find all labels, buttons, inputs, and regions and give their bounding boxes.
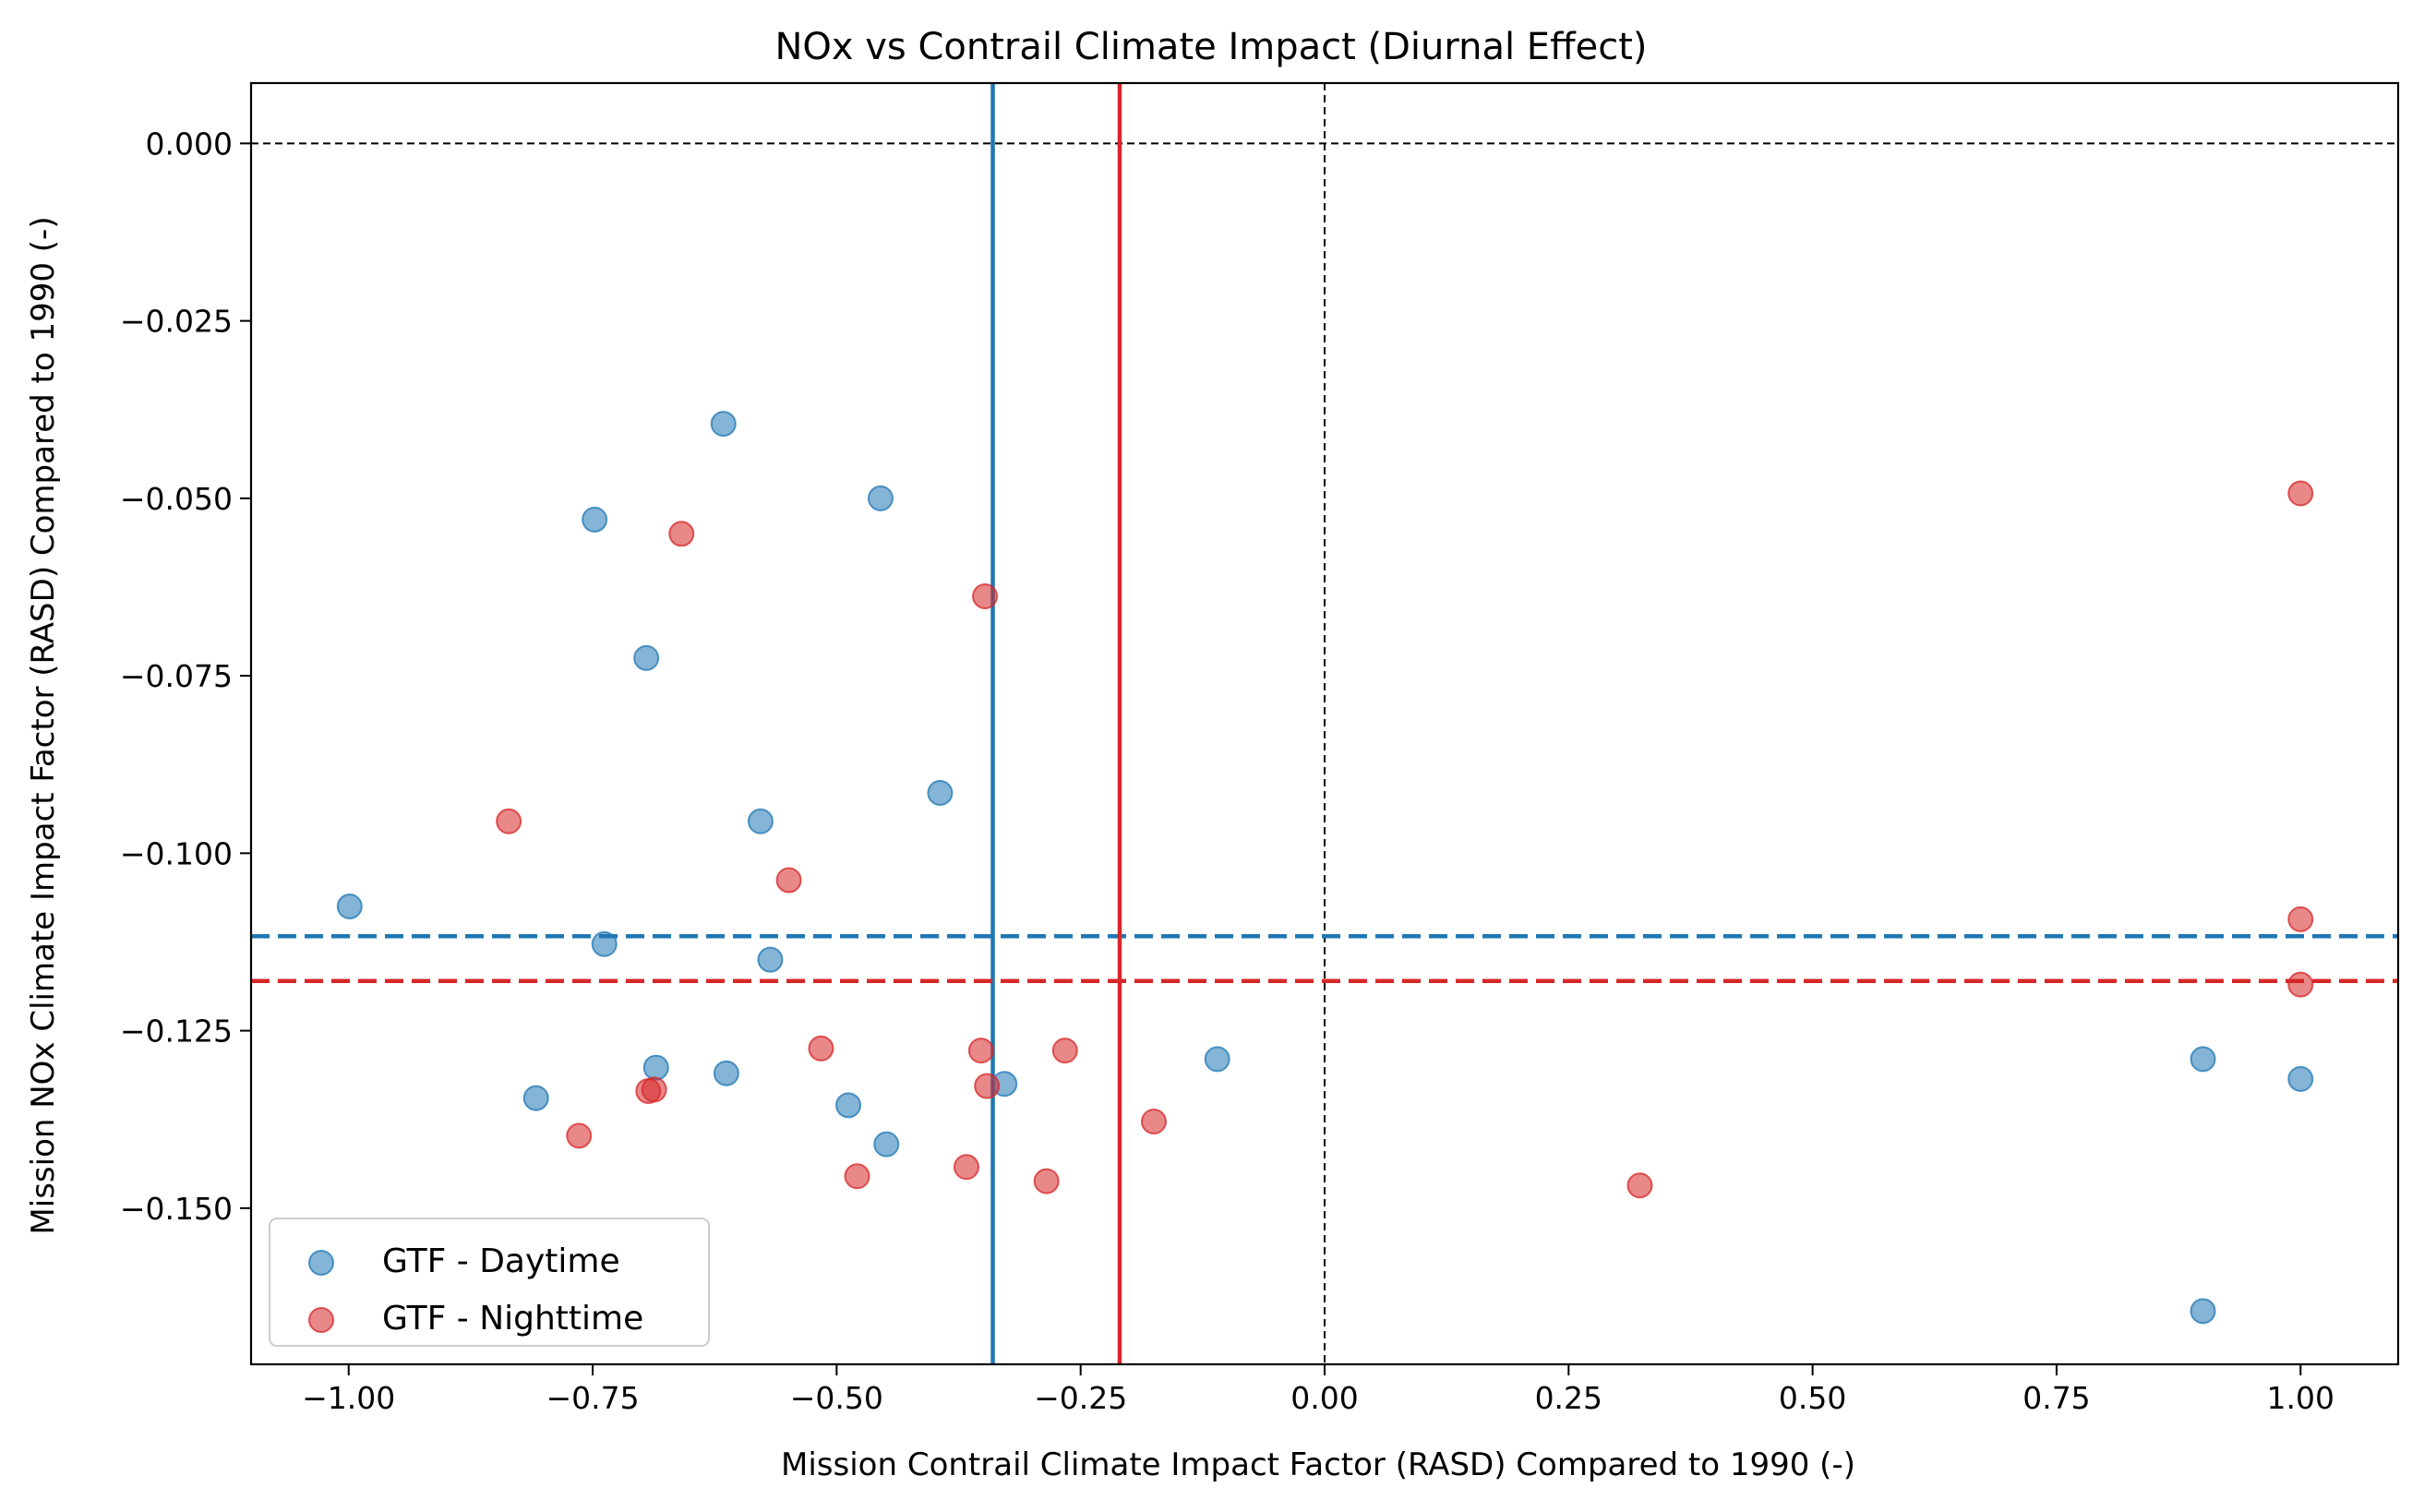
data-point bbox=[336, 894, 363, 920]
data-point bbox=[757, 946, 784, 973]
data-point bbox=[2287, 1065, 2314, 1092]
data-point bbox=[1033, 1168, 1060, 1194]
y-tick-label: −0.075 bbox=[120, 658, 233, 694]
x-tick-label: 0.00 bbox=[1290, 1380, 1358, 1416]
x-tick-label: 0.50 bbox=[1779, 1380, 1846, 1416]
data-point bbox=[566, 1122, 593, 1149]
legend-box bbox=[269, 1218, 710, 1347]
data-point bbox=[972, 582, 999, 609]
legend-label: GTF - Nighttime bbox=[382, 1300, 643, 1338]
data-point bbox=[873, 1131, 900, 1158]
x-axis-ticks: −1.00 −0.75 −0.50 −0.25 0.00 0.25 0.50 0.75 1.00 bbox=[302, 1364, 2334, 1416]
x-tick-label: 0.25 bbox=[1535, 1380, 1602, 1416]
x-axis-label: Mission Contrail Climate Impact Factor (… bbox=[781, 1446, 1855, 1483]
data-point bbox=[633, 644, 660, 671]
data-point bbox=[808, 1035, 834, 1062]
data-point bbox=[2287, 971, 2314, 998]
x-tick-label: −0.25 bbox=[1034, 1380, 1127, 1416]
reference-lines bbox=[251, 83, 2398, 1364]
data-point bbox=[747, 808, 774, 834]
y-tick-label: −0.150 bbox=[120, 1191, 233, 1227]
data-point bbox=[835, 1092, 862, 1119]
y-tick-label: 0.000 bbox=[146, 126, 233, 162]
legend: GTF - Daytime GTF - Nighttime bbox=[269, 1218, 710, 1347]
data-point bbox=[1051, 1038, 1078, 1064]
legend-label: GTF - Daytime bbox=[382, 1242, 620, 1280]
data-point bbox=[2190, 1046, 2216, 1073]
legend-marker bbox=[308, 1250, 334, 1276]
data-point bbox=[844, 1163, 870, 1190]
x-tick-label: −1.00 bbox=[302, 1380, 395, 1416]
data-points bbox=[336, 411, 2314, 1325]
y-tick-label: −0.050 bbox=[120, 481, 233, 517]
data-point bbox=[710, 411, 737, 438]
y-axis-ticks: 0.000 −0.025 −0.050 −0.075 −0.100 −0.125 −0.15… bbox=[120, 126, 251, 1227]
data-point bbox=[2190, 1298, 2216, 1325]
data-point bbox=[582, 506, 608, 533]
y-tick-label: −0.100 bbox=[120, 835, 233, 871]
data-point bbox=[642, 1054, 669, 1081]
data-point bbox=[668, 521, 695, 547]
x-tick-label: 0.75 bbox=[2022, 1380, 2090, 1416]
chart-title: NOx vs Contrail Climate Impact (Diurnal … bbox=[774, 26, 1647, 68]
legend-marker bbox=[308, 1307, 334, 1333]
data-point bbox=[496, 808, 522, 834]
data-point bbox=[522, 1085, 549, 1111]
data-point bbox=[591, 930, 618, 957]
data-point bbox=[641, 1076, 667, 1103]
data-point bbox=[713, 1060, 739, 1086]
data-point bbox=[867, 485, 894, 511]
data-point bbox=[2287, 480, 2314, 507]
data-point bbox=[974, 1073, 1001, 1099]
x-tick-label: −0.75 bbox=[546, 1380, 639, 1416]
x-tick-label: 1.00 bbox=[2267, 1380, 2334, 1416]
x-tick-label: −0.50 bbox=[790, 1380, 883, 1416]
data-point bbox=[967, 1038, 994, 1064]
data-point bbox=[1626, 1172, 1653, 1199]
y-tick-label: −0.125 bbox=[120, 1014, 233, 1050]
data-point bbox=[953, 1154, 979, 1181]
y-tick-label: −0.025 bbox=[120, 304, 233, 340]
data-point bbox=[2287, 906, 2314, 932]
data-point bbox=[1204, 1046, 1230, 1073]
data-point bbox=[1140, 1109, 1167, 1135]
data-point bbox=[927, 779, 954, 806]
data-point bbox=[775, 867, 802, 894]
y-axis-label: Mission NOx Climate Impact Factor (RASD)… bbox=[25, 216, 62, 1234]
